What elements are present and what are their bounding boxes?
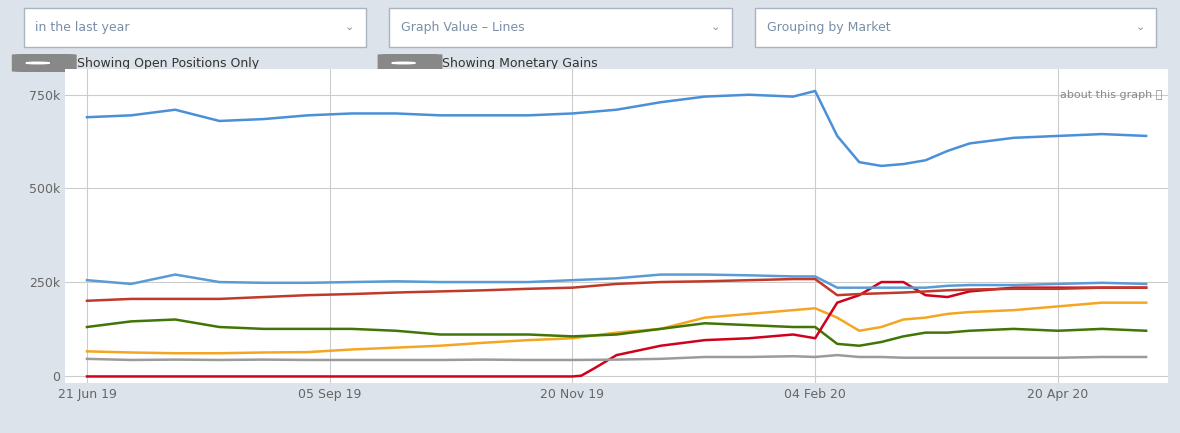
FancyBboxPatch shape xyxy=(755,7,1156,46)
Text: Grouping by Market: Grouping by Market xyxy=(767,20,891,33)
Text: about this graph ⓘ: about this graph ⓘ xyxy=(1060,90,1162,100)
Text: Showing Monetary Gains: Showing Monetary Gains xyxy=(442,56,598,70)
Text: in the last year: in the last year xyxy=(35,20,130,33)
FancyBboxPatch shape xyxy=(389,7,732,46)
Circle shape xyxy=(392,62,415,64)
Text: Showing Open Positions Only: Showing Open Positions Only xyxy=(77,56,258,70)
FancyBboxPatch shape xyxy=(378,54,442,72)
Text: ⌄: ⌄ xyxy=(345,22,354,32)
Circle shape xyxy=(26,62,50,64)
FancyBboxPatch shape xyxy=(12,54,77,72)
Text: Graph Value – Lines: Graph Value – Lines xyxy=(401,20,525,33)
Text: ⌄: ⌄ xyxy=(710,22,720,32)
Text: ⌄: ⌄ xyxy=(1135,22,1145,32)
FancyBboxPatch shape xyxy=(24,7,366,46)
